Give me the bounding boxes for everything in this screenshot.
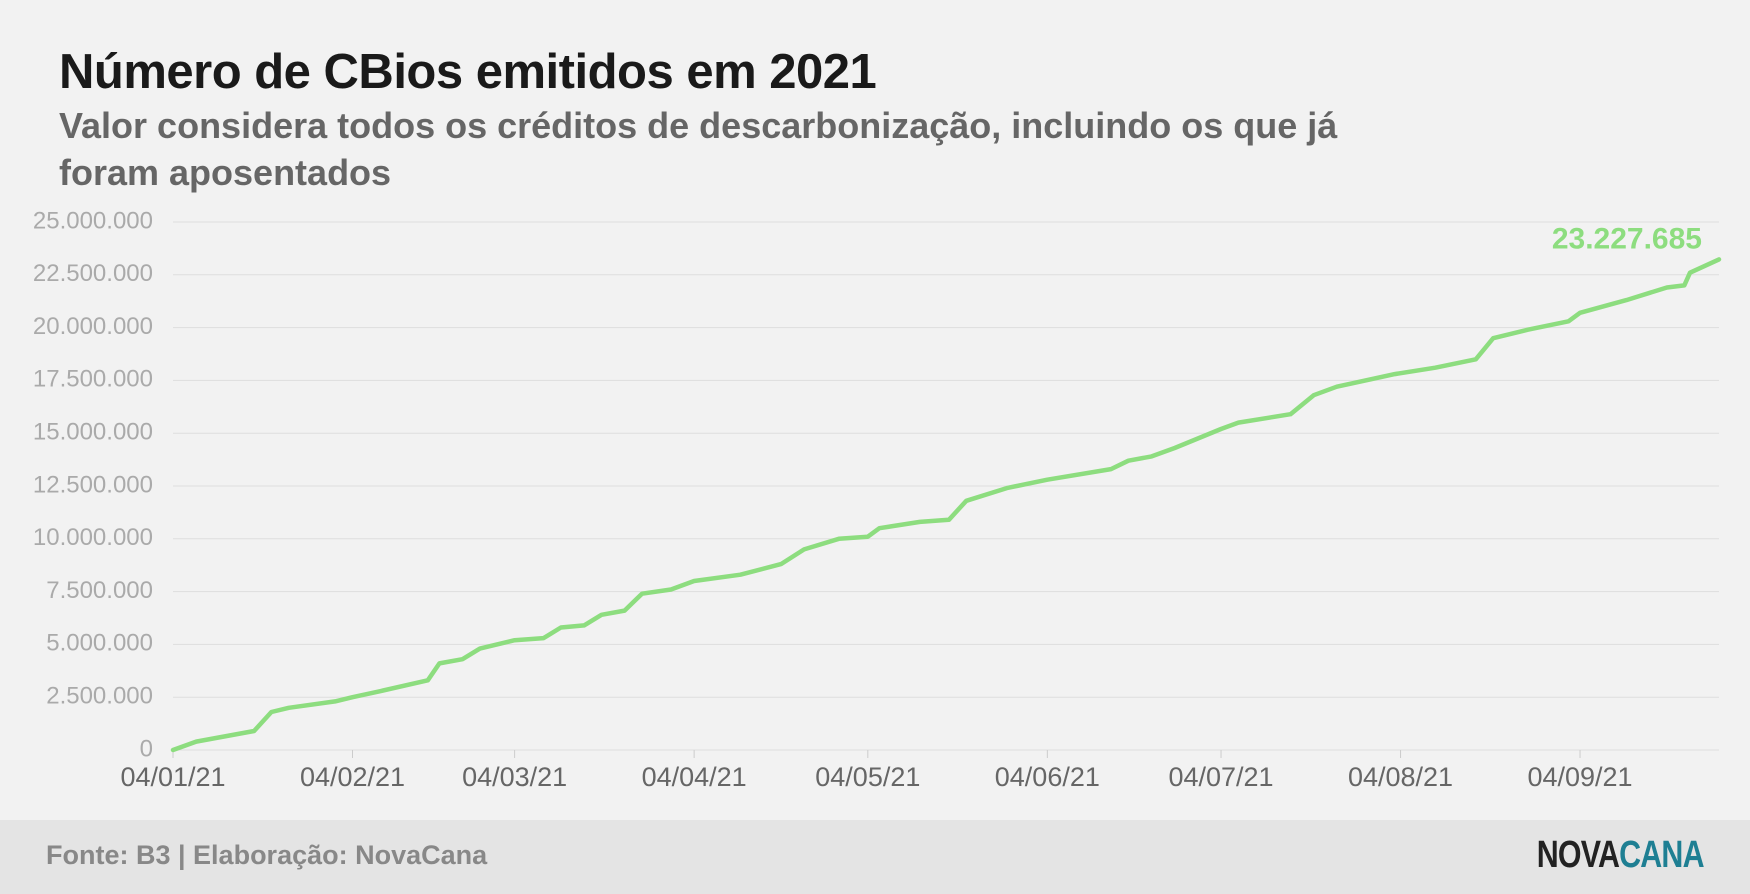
y-tick-label: 15.000.000 [33, 419, 153, 446]
y-tick-label: 7.500.000 [46, 577, 153, 604]
x-tick-label: 04/03/21 [462, 762, 567, 792]
y-tick-label: 5.000.000 [46, 630, 153, 657]
x-tick-label: 04/01/21 [120, 762, 225, 792]
y-tick-label: 0 [140, 735, 153, 762]
x-tick-label: 04/05/21 [815, 762, 920, 792]
x-tick-label: 04/09/21 [1527, 762, 1632, 792]
logo-part: NOVA [1537, 834, 1620, 876]
x-tick-label: 04/08/21 [1348, 762, 1453, 792]
logo-part: CANA [1619, 834, 1704, 876]
line [170, 257, 1722, 753]
y-tick-label: 10.000.000 [33, 524, 153, 551]
y-tick-label: 25.000.000 [33, 207, 153, 234]
y-tick-label: 22.500.000 [33, 260, 153, 287]
x-tick-label: 04/02/21 [300, 762, 405, 792]
chart: 0 2.500.000 5.000.000 7.500.000 10.000.000 12… [33, 207, 1722, 792]
value-label: 23.227.685 [1552, 222, 1702, 255]
y-tick-label: 17.500.000 [33, 366, 153, 393]
source: Fonte: B3 | Elaboração: NovaCana [46, 840, 488, 870]
y-tick-label: 12.500.000 [33, 471, 153, 498]
x-tick-label: 04/07/21 [1168, 762, 1273, 792]
chart-subtitle: Valor considera todos os créditos de des… [59, 105, 1338, 193]
chart-title: Número de CBios emitidos em 2021 [59, 45, 877, 99]
y-tick-label: 2.500.000 [46, 683, 153, 710]
x-tick-label: 04/06/21 [995, 762, 1100, 792]
logo: NOVACANA [1537, 834, 1705, 877]
footer: Fonte: B3 | Elaboração: NovaCana NOVACAN… [0, 820, 1750, 894]
x-tick-label: 04/04/21 [642, 762, 747, 792]
y-tick-label: 20.000.000 [33, 313, 153, 340]
